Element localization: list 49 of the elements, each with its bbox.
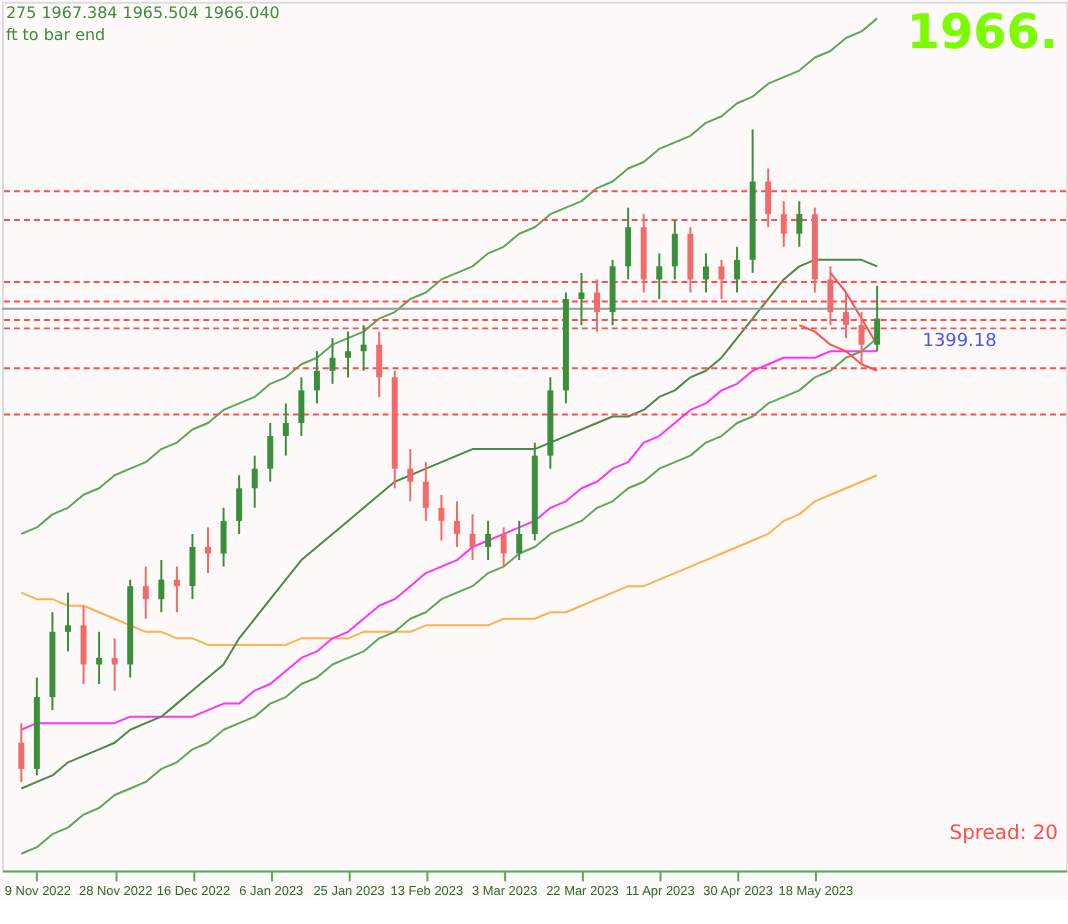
candlestick — [267, 422, 274, 483]
candlestick — [64, 591, 71, 653]
candlestick — [298, 376, 305, 438]
candlestick — [516, 519, 523, 562]
candlestick — [827, 265, 834, 327]
candlestick — [18, 722, 25, 783]
candlestick — [469, 513, 476, 562]
candlestick — [205, 526, 211, 575]
candlestick — [858, 311, 865, 366]
candlestick — [313, 350, 320, 405]
candlestick — [453, 500, 460, 548]
candlestick — [173, 565, 180, 614]
candlestick — [407, 448, 414, 503]
text: 1399.18 — [922, 332, 998, 353]
candlestick — [158, 559, 165, 614]
candlestick — [422, 461, 429, 522]
candlestick — [656, 252, 663, 301]
candlestick — [80, 604, 87, 686]
text: Spread: 20 — [949, 822, 1059, 845]
candlestick — [765, 167, 772, 229]
candlestick — [500, 526, 507, 568]
candlestick — [376, 330, 383, 398]
candlestick — [360, 324, 367, 372]
candlestick — [780, 200, 787, 248]
candlestick — [96, 630, 103, 686]
text: ft to bar end — [5, 25, 106, 44]
candlestick — [687, 226, 694, 294]
candlestick — [671, 219, 678, 281]
candlestick — [220, 506, 227, 568]
candlestick — [874, 284, 881, 353]
candlestick — [485, 519, 492, 562]
candlestick — [734, 245, 741, 294]
candlestick — [702, 252, 709, 294]
candlestick — [438, 493, 445, 542]
candlestick — [251, 454, 258, 509]
candlestick — [189, 532, 196, 601]
candlestick — [282, 402, 289, 457]
candlestick — [796, 200, 803, 248]
candlestick — [111, 637, 118, 692]
candlestick — [578, 271, 585, 327]
candlestick — [594, 278, 601, 333]
candlestick — [236, 474, 243, 535]
text: 1966. — [906, 3, 1059, 60]
text: 275 1967.384 1965.504 1966.040 — [5, 3, 280, 22]
candlestick — [609, 258, 616, 327]
candlestick — [842, 291, 849, 340]
candlestick — [142, 565, 149, 620]
candlestick — [625, 206, 632, 281]
candlestick — [345, 330, 352, 379]
